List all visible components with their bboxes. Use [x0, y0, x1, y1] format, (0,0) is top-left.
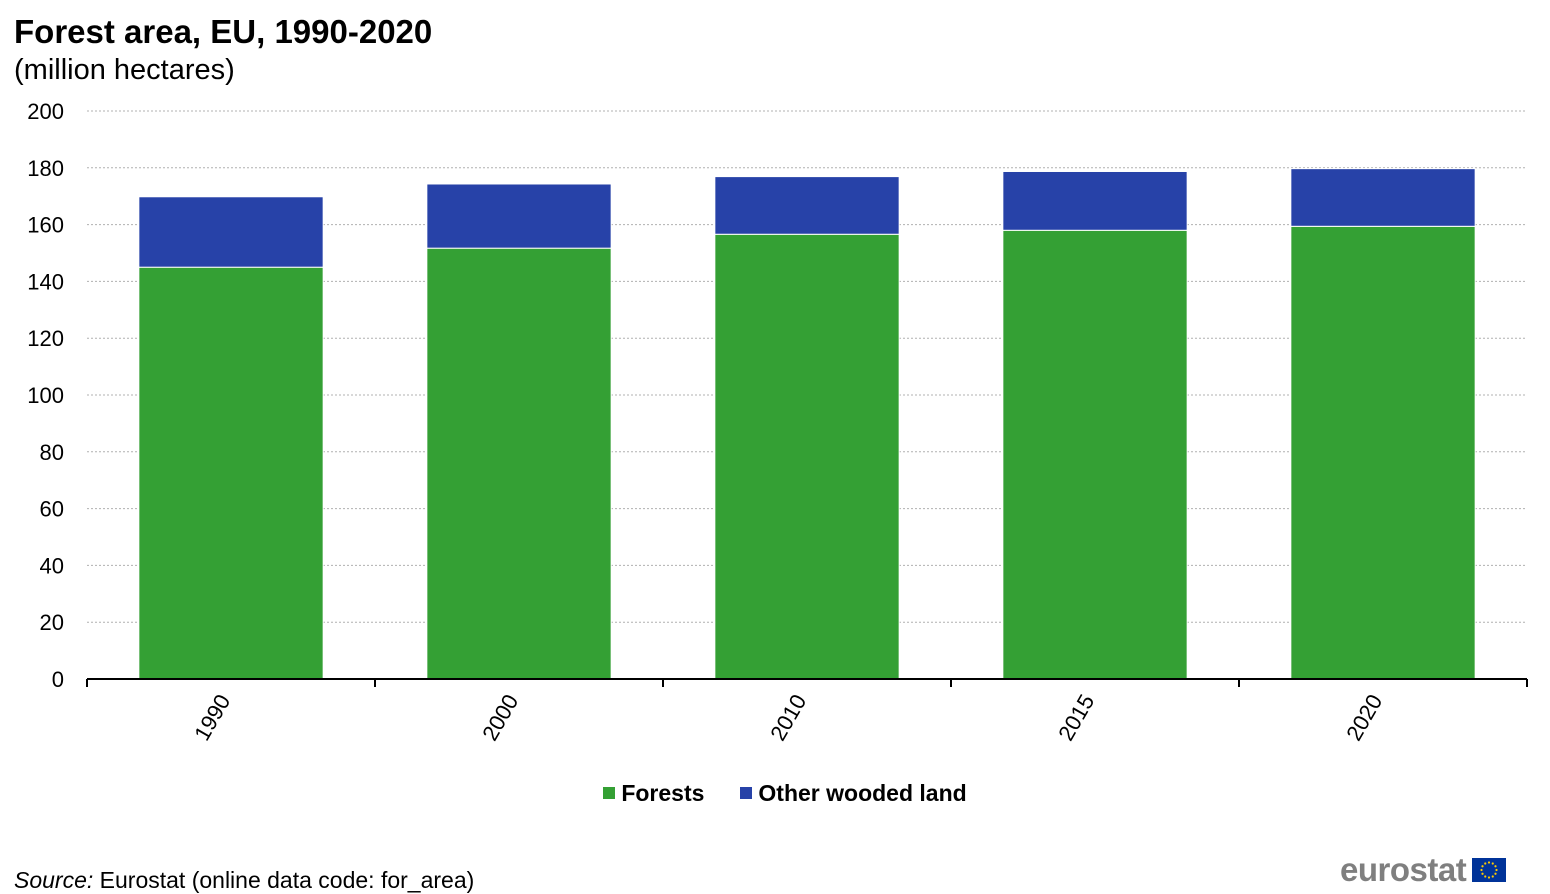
bar-forests-2020: [1290, 225, 1476, 680]
legend-label-forests: Forests: [621, 780, 705, 806]
flag-star: [1494, 865, 1497, 868]
flag-star: [1495, 868, 1498, 872]
flag-star: [1488, 861, 1491, 864]
bar-other-wooded-land-2010: [714, 176, 900, 235]
flag-star: [1491, 862, 1495, 865]
logo-text: eurostat: [1340, 851, 1467, 888]
source-label: Source:: [14, 867, 94, 893]
y-tick-label: 140: [27, 269, 64, 294]
bar-forests-2015: [1002, 229, 1188, 680]
y-tick-label: 0: [52, 667, 64, 692]
x-tick-label-2015: 2015: [1053, 690, 1099, 745]
x-axis-tick-labels: 1990 2000 2010 2015 2020: [189, 690, 1387, 745]
legend: Forests Other wooded land: [0, 778, 1550, 808]
y-tick-label: 200: [27, 99, 64, 124]
bar-forests-1990: [138, 266, 324, 680]
bar-other-wooded-land-2000: [426, 183, 612, 249]
y-axis-tick-labels: 0 20 40 60 80 100 120 140 160 180 200: [27, 99, 64, 692]
chart-subtitle: (million hectares): [14, 54, 235, 86]
flag-star: [1481, 872, 1484, 875]
flag-star: [1494, 872, 1497, 875]
bars: [138, 168, 1476, 680]
x-axis: [86, 678, 1528, 687]
bar-other-wooded-land-2020: [1290, 168, 1476, 227]
flag-star: [1488, 876, 1491, 879]
legend-label-other-wooded-land: Other wooded land: [758, 780, 967, 806]
chart-title: Forest area, EU, 1990-2020: [14, 13, 433, 50]
bar-other-wooded-land-2015: [1002, 170, 1188, 231]
bar-forests-2010: [714, 233, 900, 680]
y-tick-label: 60: [40, 497, 64, 522]
legend-item-other-wooded-land: Other wooded land: [740, 778, 967, 808]
bar-other-wooded-land-1990: [138, 196, 324, 268]
y-tick-label: 100: [27, 383, 64, 408]
flag-star: [1481, 865, 1484, 868]
legend-swatch-other-wooded-land: [740, 787, 753, 799]
y-tick-label: 160: [27, 213, 64, 238]
legend-item-forests: Forests: [603, 778, 704, 808]
flag-star: [1480, 868, 1483, 872]
source-note: Source: Eurostat (online data code: for_…: [14, 866, 474, 894]
flag-star: [1484, 875, 1487, 878]
x-tick-label-2020: 2020: [1341, 690, 1387, 745]
y-tick-label: 120: [27, 326, 64, 351]
y-tick-label: 40: [40, 553, 64, 578]
source-text: Eurostat (online data code: for_area): [99, 867, 475, 893]
x-tick-label-1990: 1990: [189, 690, 235, 745]
flag-star: [1491, 875, 1495, 878]
bar-forests-2000: [426, 247, 612, 680]
eu-flag-icon: [1472, 858, 1507, 882]
y-tick-label: 20: [40, 610, 64, 635]
x-tick-label-2010: 2010: [765, 690, 811, 745]
flag-star: [1484, 862, 1487, 865]
y-tick-label: 180: [27, 156, 64, 181]
x-tick-label-2000: 2000: [477, 690, 523, 745]
legend-swatch-forests: [603, 787, 616, 799]
eurostat-logo: eurostat: [1340, 851, 1507, 888]
y-tick-label: 80: [40, 440, 64, 465]
